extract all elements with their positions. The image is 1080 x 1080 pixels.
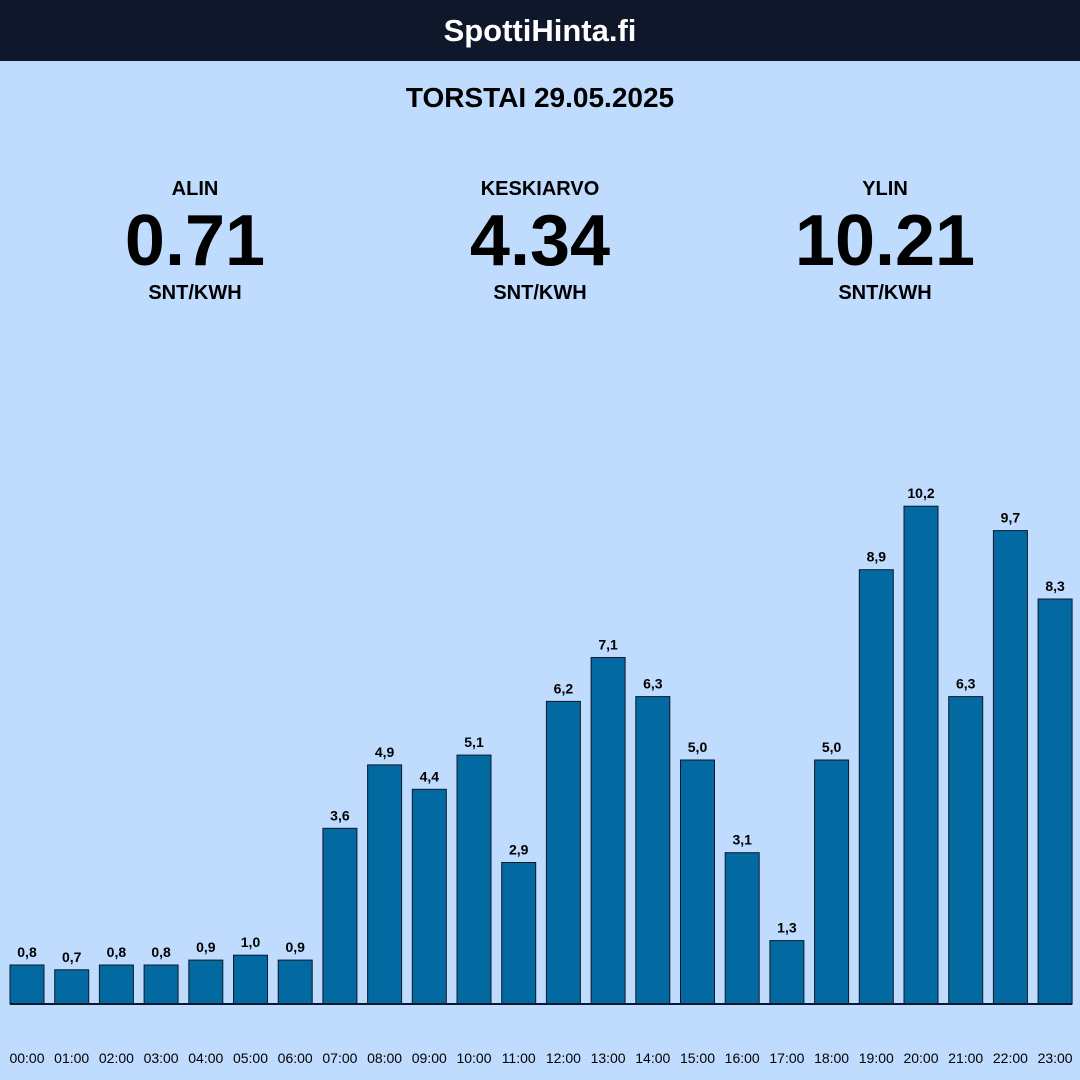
- x-tick-label: 14:00: [635, 1050, 670, 1066]
- x-tick-label: 12:00: [546, 1050, 581, 1066]
- bar-0800: [367, 764, 403, 1005]
- x-tick-label: 13:00: [591, 1050, 626, 1066]
- bar-0900: [411, 788, 447, 1005]
- x-tick-label: 07:00: [322, 1050, 357, 1066]
- bar-value-label: 0,7: [62, 949, 82, 965]
- bar-value-label: 8,9: [867, 549, 887, 565]
- bar-1400: [635, 696, 671, 1005]
- bar-value-label: 9,7: [1001, 510, 1021, 526]
- stat-max-unit: SNT/KWH: [838, 282, 932, 304]
- x-tick-label: 08:00: [367, 1050, 402, 1066]
- x-tick-label: 21:00: [948, 1050, 983, 1066]
- bar-value-label: 1,0: [241, 934, 261, 950]
- stat-avg-value: 4.34: [469, 201, 611, 281]
- x-tick-label: 04:00: [188, 1050, 223, 1066]
- x-tick-label: 03:00: [144, 1050, 179, 1066]
- bar-0200: [98, 964, 134, 1005]
- stat-max-label: YLIN: [862, 178, 908, 200]
- x-tick-label: 19:00: [859, 1050, 894, 1066]
- bar-value-label: 7,1: [598, 637, 618, 653]
- bar-value-label: 5,1: [464, 734, 484, 750]
- bar-1800: [814, 759, 850, 1005]
- bar-1000: [456, 754, 492, 1005]
- stat-min-unit: SNT/KWH: [148, 282, 242, 304]
- bar-value-label: 0,8: [107, 944, 127, 960]
- bar-value-label: 0,9: [285, 939, 305, 955]
- bar-value-label: 4,4: [420, 768, 440, 784]
- bar-0600: [277, 959, 313, 1005]
- bar-value-label: 5,0: [822, 739, 842, 755]
- x-tick-label: 16:00: [725, 1050, 760, 1066]
- bar-value-label: 5,0: [688, 739, 708, 755]
- x-tick-label: 02:00: [99, 1050, 134, 1066]
- x-tick-label: 11:00: [502, 1050, 536, 1066]
- stat-min-label: ALIN: [171, 178, 219, 200]
- bar-value-label: 4,9: [375, 744, 395, 760]
- stat-min-value: 0.71: [124, 201, 266, 281]
- stat-avg: KESKIARVO 4.34 SNT/KWH: [360, 177, 720, 305]
- bar-0500: [233, 954, 268, 1005]
- bar-2000: [903, 505, 939, 1005]
- x-tick-label: 15:00: [680, 1050, 715, 1066]
- x-tick-label: 00:00: [9, 1050, 44, 1066]
- x-tick-label: 05:00: [233, 1050, 268, 1066]
- bar-1100: [501, 862, 537, 1005]
- stat-max-value: 10.21: [794, 201, 976, 281]
- stat-avg-label: KESKIARVO: [480, 178, 600, 200]
- header-bar: SpottiHinta.fi: [0, 0, 1080, 61]
- x-tick-label: 22:00: [993, 1050, 1028, 1066]
- bar-value-label: 6,3: [643, 676, 663, 692]
- bar-value-label: 8,3: [1045, 578, 1065, 594]
- x-tick-label: 09:00: [412, 1050, 447, 1066]
- bar-value-label: 1,3: [777, 920, 797, 936]
- bar-value-label: 2,9: [509, 842, 529, 858]
- bar-value-label: 3,1: [732, 832, 752, 848]
- bar-0700: [322, 827, 358, 1005]
- bar-0400: [188, 959, 224, 1005]
- bar-value-label: 0,9: [196, 939, 216, 955]
- bar-1300: [590, 657, 626, 1005]
- stat-min: ALIN 0.71 SNT/KWH: [15, 177, 375, 305]
- x-tick-label: 06:00: [278, 1050, 313, 1066]
- site-title: SpottiHinta.fi: [443, 12, 637, 48]
- bar-2100: [948, 696, 984, 1005]
- bar-value-label: 6,3: [956, 676, 976, 692]
- x-tick-label: 17:00: [769, 1050, 804, 1066]
- bar-1600: [724, 852, 760, 1005]
- bar-value-label: 6,2: [554, 680, 574, 696]
- stat-max: YLIN 10.21 SNT/KWH: [705, 177, 1065, 305]
- bar-1500: [680, 759, 715, 1005]
- bar-1200: [545, 700, 581, 1005]
- bar-2200: [992, 530, 1028, 1005]
- bar-0000: [9, 964, 45, 1005]
- stat-avg-unit: SNT/KWH: [493, 282, 587, 304]
- bar-value-label: 3,6: [330, 807, 350, 823]
- bar-0300: [143, 964, 179, 1005]
- bar-2300: [1037, 598, 1073, 1005]
- x-tick-label: 23:00: [1038, 1050, 1073, 1066]
- x-tick-label: 10:00: [456, 1050, 491, 1066]
- x-tick-label: 20:00: [903, 1050, 938, 1066]
- bar-0100: [54, 969, 90, 1005]
- bar-1900: [858, 569, 894, 1005]
- bar-value-label: 0,8: [17, 944, 37, 960]
- bar-1700: [769, 940, 805, 1005]
- date-heading: TORSTAI 29.05.2025: [405, 82, 675, 113]
- bar-value-label: 0,8: [151, 944, 171, 960]
- bar-value-label: 10,2: [907, 485, 934, 501]
- x-tick-label: 18:00: [814, 1050, 849, 1066]
- x-tick-label: 01:00: [54, 1050, 89, 1066]
